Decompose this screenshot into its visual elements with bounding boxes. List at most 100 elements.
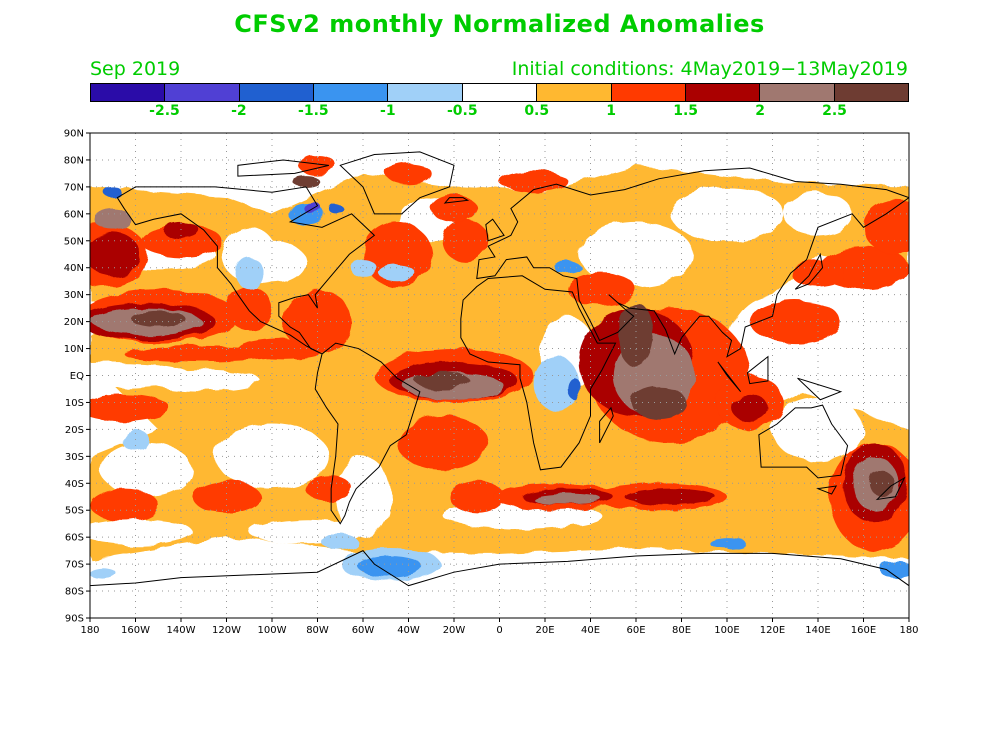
lat-label: 90N	[64, 129, 84, 140]
coastline	[460, 275, 617, 471]
anomaly-patch	[299, 154, 336, 177]
legend-tick-label: 1	[606, 103, 617, 119]
anomaly-patch	[579, 221, 693, 287]
anomaly-patch	[879, 561, 909, 578]
lat-label: 90S	[65, 614, 84, 625]
anomaly-patch	[708, 537, 746, 548]
anomaly-patch	[449, 480, 505, 513]
lon-label: 20W	[443, 625, 466, 636]
legend-swatch	[462, 84, 538, 101]
color-legend	[90, 83, 909, 102]
lat-label: 50N	[64, 236, 84, 247]
legend-tick-label: 2.5	[822, 103, 847, 119]
lat-label: 40S	[65, 479, 84, 490]
initial-conditions: Initial conditions: 4May2019−13May2019	[511, 58, 908, 80]
lon-label: 20E	[535, 625, 554, 636]
anomaly-patch	[121, 429, 150, 451]
anomaly-patch	[90, 232, 141, 276]
coastline	[797, 377, 843, 401]
anomaly-patch	[772, 397, 864, 462]
legend-tick-label: -2.5	[149, 103, 180, 119]
anomaly-patch	[215, 424, 329, 489]
legend-tick-label: 0.5	[524, 103, 550, 119]
lat-label: 20S	[65, 425, 84, 436]
legend-swatch	[611, 84, 686, 101]
anomaly-patch	[101, 442, 193, 497]
anomaly-fields	[90, 133, 909, 608]
anomaly-patch	[283, 289, 352, 354]
lat-label: 80S	[65, 587, 84, 598]
anomaly-patch	[863, 200, 909, 255]
anomaly-patch	[272, 133, 727, 160]
legend-swatch	[239, 84, 315, 101]
anomaly-patch	[397, 415, 489, 470]
lat-label: 70N	[64, 182, 84, 193]
lon-label: 160W	[121, 625, 150, 636]
anomaly-patch	[363, 564, 909, 597]
anomaly-patch	[226, 286, 272, 330]
map-title: CFSv2 monthly Normalized Anomalies	[234, 10, 765, 38]
lat-label: 60N	[64, 209, 84, 220]
anomaly-patch	[90, 518, 193, 546]
lon-label: 80E	[672, 625, 691, 636]
lon-label: 0	[496, 625, 502, 636]
lon-label: 40W	[397, 625, 420, 636]
coastline	[339, 151, 455, 215]
coastline	[314, 342, 421, 525]
anomaly-patch	[90, 141, 250, 169]
lat-label: 30S	[65, 452, 84, 463]
lat-label: 20N	[64, 317, 84, 328]
anomaly-patch	[567, 378, 582, 400]
anomaly-patch	[631, 386, 687, 419]
coastline	[237, 159, 329, 177]
anomaly-patch	[292, 176, 320, 187]
legend-swatch	[537, 84, 612, 101]
lon-label: 120E	[760, 625, 785, 636]
anomaly-patch	[358, 556, 423, 578]
coastline	[746, 355, 769, 385]
lat-label: 10S	[65, 398, 84, 409]
coastline	[717, 361, 742, 392]
anomaly-patch	[783, 192, 853, 236]
legend-tick-label: 1.5	[673, 103, 699, 119]
anomaly-patch	[103, 186, 122, 198]
lon-label: 100E	[714, 625, 739, 636]
lon-label: 80W	[306, 625, 329, 636]
coastline	[758, 404, 849, 479]
longitude-axis: 180 160W 140W 120W 100W 80W 60W 40W 20W 0 20E 40E 60…	[80, 618, 919, 636]
lat-label: 30N	[64, 290, 84, 301]
anomaly-patch	[499, 170, 568, 193]
lon-label: 140W	[167, 625, 196, 636]
coastline	[485, 218, 505, 242]
anomaly-patch	[328, 203, 343, 214]
coastline	[116, 186, 376, 355]
anomaly-patch	[385, 162, 432, 185]
legend-tick-label: -0.5	[446, 103, 478, 119]
anomaly-patch	[415, 372, 470, 389]
lon-label: 180	[80, 625, 99, 636]
lon-label: 60E	[626, 625, 645, 636]
anomaly-patch	[235, 256, 263, 290]
coastline	[443, 197, 470, 204]
coastline	[794, 252, 824, 290]
anomaly-patch	[90, 574, 318, 608]
lat-label: EQ	[70, 371, 84, 382]
legend-tick-label: -2	[231, 103, 247, 119]
coastlines	[90, 151, 909, 618]
legend-tick-label: -1	[380, 103, 396, 119]
legend-swatch	[91, 84, 166, 101]
lat-label: 60S	[65, 533, 84, 544]
color-legend-labels: -2.5 -2 -1.5 -1 -0.5 0.5 1 1.5 2 2.5	[90, 103, 909, 121]
anomaly-patch	[442, 219, 489, 263]
lon-label: 160E	[851, 625, 876, 636]
legend-swatch	[685, 84, 761, 101]
anomaly-patch	[567, 273, 636, 306]
lon-label: 40E	[581, 625, 600, 636]
anomaly-patch	[624, 488, 716, 505]
legend-swatch	[165, 84, 240, 101]
lon-label: 100W	[258, 625, 287, 636]
lon-label: 180	[899, 625, 918, 636]
legend-swatch	[760, 84, 835, 101]
lat-label: 40N	[64, 263, 84, 274]
